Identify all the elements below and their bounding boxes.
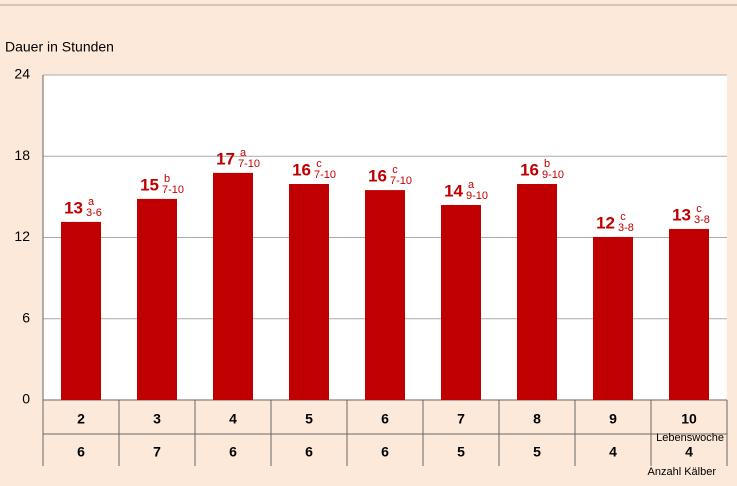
group-letter: c (620, 211, 626, 223)
count-label: 7 (153, 444, 161, 460)
y-tick-label: 12 (14, 228, 30, 244)
group-letter: a (468, 179, 475, 191)
group-letter: a (88, 196, 95, 208)
x-tick-label: 8 (533, 411, 541, 427)
count-label: 5 (457, 444, 465, 460)
value-label: 14 (444, 181, 463, 200)
value-label: 16 (292, 160, 311, 179)
x-tick-label: 4 (229, 411, 237, 427)
bar (365, 190, 405, 400)
group-letter: b (544, 158, 550, 170)
range-label: 7-10 (238, 158, 260, 170)
x-tick-label: 5 (305, 411, 313, 427)
bar (289, 184, 329, 400)
range-label: 7-10 (314, 169, 336, 181)
y-axis-label: Dauer in Stunden (5, 39, 114, 55)
value-label: 16 (368, 167, 387, 186)
bar (517, 184, 557, 400)
range-label: 9-10 (542, 169, 564, 181)
bar (669, 228, 709, 400)
x-tick-label: 6 (381, 411, 389, 427)
range-label: 7-10 (390, 175, 412, 187)
y-tick-label: 0 (22, 391, 30, 407)
value-label: 13 (672, 205, 691, 224)
value-label: 16 (520, 160, 539, 179)
value-label: 15 (140, 175, 159, 194)
count-label: 4 (609, 444, 617, 460)
count-label: 4 (685, 444, 693, 460)
group-letter: a (240, 147, 247, 159)
count-label: 6 (381, 444, 389, 460)
bar (137, 198, 177, 400)
group-letter: c (316, 158, 322, 170)
y-tick-label: 6 (22, 309, 30, 325)
range-label: 3-8 (694, 214, 710, 226)
bar (213, 172, 253, 400)
count-label: 6 (77, 444, 85, 460)
x-tick-label: 9 (609, 411, 617, 427)
range-label: 3-6 (86, 207, 102, 219)
range-label: 9-10 (466, 190, 488, 202)
x-tick-label: 7 (457, 411, 465, 427)
row-label: Lebenswoche (656, 432, 724, 444)
bar (441, 205, 481, 400)
y-tick-label: 18 (14, 147, 30, 163)
value-label: 12 (596, 213, 615, 232)
bar (61, 221, 101, 400)
x-tick-label: 3 (153, 411, 161, 427)
x-tick-label: 2 (77, 411, 85, 427)
bar (593, 236, 633, 400)
value-label: 17 (216, 149, 235, 168)
row-label: Anzahl Kälber (648, 466, 717, 478)
x-tick-label: 10 (681, 411, 697, 427)
group-letter: c (392, 164, 398, 176)
group-letter: b (164, 173, 170, 185)
count-label: 5 (533, 444, 541, 460)
y-tick-label: 24 (14, 66, 30, 82)
range-label: 3-8 (618, 222, 634, 234)
group-letter: c (696, 203, 702, 215)
range-label: 7-10 (162, 184, 184, 196)
count-label: 6 (305, 444, 313, 460)
value-label: 13 (64, 198, 83, 217)
count-label: 6 (229, 444, 237, 460)
